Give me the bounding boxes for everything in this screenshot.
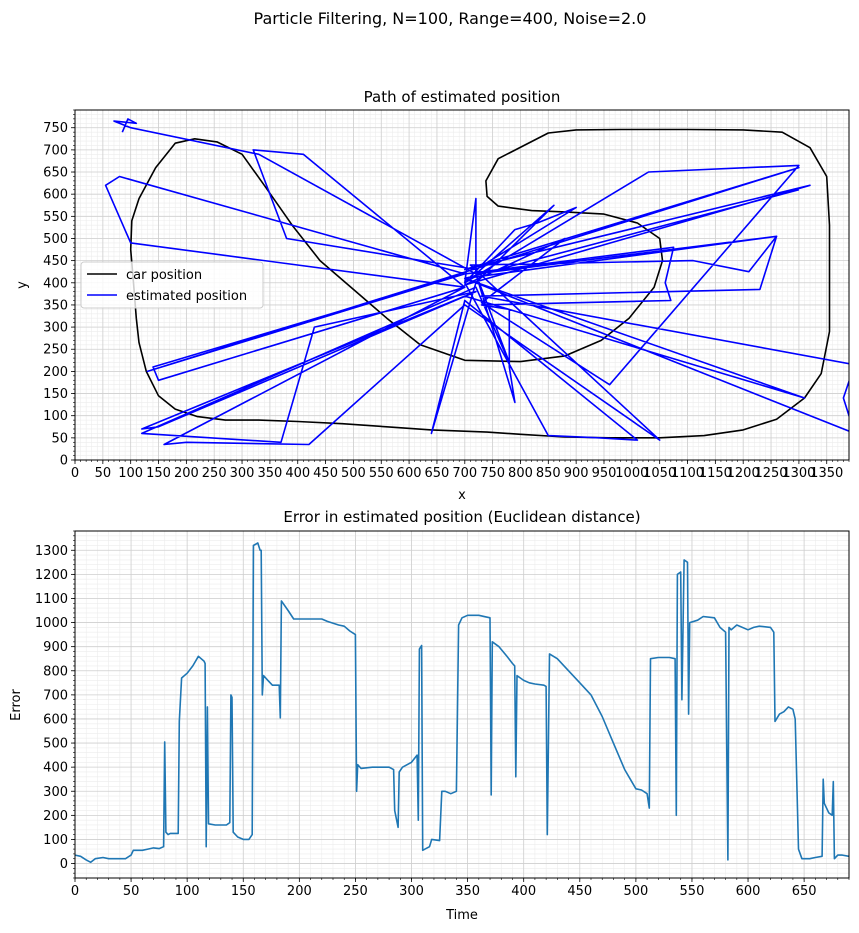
legend-label-estimated-position: estimated position [126, 289, 247, 304]
y-tick-label: 600 [43, 712, 68, 727]
y-tick-label: 50 [51, 431, 68, 446]
legend-box [80, 261, 264, 309]
y-tick-label: 1100 [35, 592, 68, 607]
y-tick-label: 0 [60, 857, 68, 872]
error-x-ticks: 0 50 100 150 200 250 300 350 400 450 500 550 600 650 [71, 878, 850, 899]
x-tick-label: 950 [592, 466, 617, 481]
y-tick-label: 300 [43, 785, 68, 800]
x-tick-label: 500 [341, 466, 366, 481]
x-tick-label: 1250 [754, 466, 787, 481]
trajectory-x-ticks: 0 50 100 150 200 250 300 350 400 450 500 550 600 650 7… [71, 460, 850, 481]
y-tick-label: 1000 [35, 616, 68, 631]
x-tick-label: 50 [123, 884, 140, 899]
x-tick-label: 1200 [727, 466, 760, 481]
y-tick-label: 1300 [35, 544, 68, 559]
error-major-grid [74, 531, 849, 878]
x-tick-label: 500 [623, 884, 648, 899]
y-tick-label: 400 [43, 276, 68, 291]
x-tick-label: 400 [511, 884, 536, 899]
x-tick-label: 450 [567, 884, 592, 899]
x-tick-label: 200 [174, 466, 199, 481]
x-tick-label: 300 [230, 466, 255, 481]
x-tick-label: 900 [564, 466, 589, 481]
x-tick-label: 350 [455, 884, 480, 899]
x-tick-label: 1350 [810, 466, 843, 481]
y-tick-label: 300 [43, 321, 68, 336]
y-tick-label: 600 [43, 188, 68, 203]
series-car-position-line [129, 128, 831, 439]
trajectory-legend: car position estimated position [80, 261, 264, 309]
x-tick-label: 1100 [671, 466, 704, 481]
x-tick-label: 750 [480, 466, 505, 481]
y-tick-label: 400 [43, 761, 68, 776]
x-tick-label: 1150 [699, 466, 732, 481]
error-chart-title: Error in estimated position (Euclidean d… [283, 508, 640, 526]
x-tick-label: 550 [680, 884, 705, 899]
x-tick-label: 450 [313, 466, 338, 481]
x-tick-label: 1050 [643, 466, 676, 481]
x-tick-label: 100 [118, 466, 143, 481]
series-estimated-position-line [104, 118, 849, 446]
y-tick-label: 150 [43, 387, 68, 402]
y-tick-label: 700 [43, 688, 68, 703]
trajectory-y-axis-label: y [15, 281, 30, 289]
x-tick-label: 100 [175, 884, 200, 899]
legend-label-car-position: car position [126, 268, 202, 283]
y-tick-label: 450 [43, 254, 68, 269]
x-tick-label: 400 [285, 466, 310, 481]
y-tick-label: 550 [43, 210, 68, 225]
x-tick-label: 350 [257, 466, 282, 481]
x-tick-label: 600 [736, 884, 761, 899]
x-tick-label: 150 [231, 884, 256, 899]
y-tick-label: 350 [43, 298, 68, 313]
x-tick-label: 600 [397, 466, 422, 481]
x-tick-label: 650 [792, 884, 817, 899]
x-tick-label: 150 [146, 466, 171, 481]
x-tick-label: 800 [508, 466, 533, 481]
error-chart: Error in estimated position (Euclidean d… [9, 508, 850, 923]
trajectory-series-lines [104, 118, 849, 446]
x-tick-label: 0 [71, 466, 79, 481]
x-tick-label: 0 [71, 884, 79, 899]
y-tick-label: 500 [43, 737, 68, 752]
error-x-axis-label: Time [445, 908, 478, 923]
y-tick-label: 500 [43, 232, 68, 247]
x-tick-label: 700 [452, 466, 477, 481]
y-tick-label: 700 [43, 143, 68, 158]
x-tick-label: 250 [202, 466, 227, 481]
x-tick-label: 1300 [782, 466, 815, 481]
x-tick-label: 650 [425, 466, 450, 481]
y-tick-label: 250 [43, 343, 68, 358]
y-tick-label: 200 [43, 365, 68, 380]
trajectory-x-axis-label: x [458, 488, 466, 503]
y-tick-label: 100 [43, 833, 68, 848]
y-tick-label: 750 [43, 121, 68, 136]
x-tick-label: 50 [95, 466, 112, 481]
trajectory-chart-title: Path of estimated position [364, 88, 561, 106]
y-tick-label: 650 [43, 166, 68, 181]
y-tick-label: 1200 [35, 568, 68, 583]
trajectory-chart: Path of estimated position 0 50 100 150 200 2… [15, 88, 850, 503]
y-tick-label: 0 [60, 454, 68, 469]
y-tick-label: 100 [43, 409, 68, 424]
y-tick-label: 200 [43, 809, 68, 824]
error-y-axis-label: Error [9, 689, 24, 721]
x-tick-label: 550 [369, 466, 394, 481]
x-tick-label: 850 [536, 466, 561, 481]
series-0-line [75, 542, 849, 864]
trajectory-plot-frame [74, 109, 850, 461]
figure-suptitle: Particle Filtering, N=100, Range=400, No… [254, 9, 647, 28]
y-tick-label: 800 [43, 664, 68, 679]
trajectory-y-ticks: 0 50 100 150 200 250 300 350 400 450 500 550 600 650 7… [43, 109, 75, 469]
y-tick-label: 900 [43, 640, 68, 655]
x-tick-label: 300 [399, 884, 424, 899]
error-series-lines [75, 542, 849, 864]
x-tick-label: 200 [287, 884, 312, 899]
x-tick-label: 1000 [615, 466, 648, 481]
error-y-ticks: 0 100 200 300 400 500 600 700 800 900 1000 1100 1200… [35, 530, 75, 879]
x-tick-label: 250 [343, 884, 368, 899]
